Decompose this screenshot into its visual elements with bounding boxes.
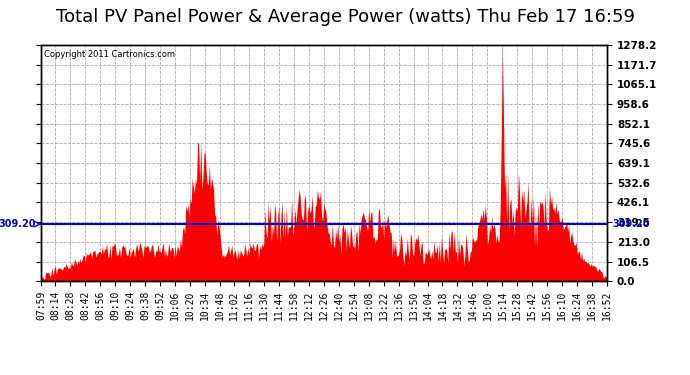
Text: 309.20: 309.20 bbox=[0, 219, 36, 229]
Text: Copyright 2011 Cartronics.com: Copyright 2011 Cartronics.com bbox=[44, 50, 175, 59]
Text: 309.20: 309.20 bbox=[613, 219, 650, 229]
Text: Total PV Panel Power & Average Power (watts) Thu Feb 17 16:59: Total PV Panel Power & Average Power (wa… bbox=[55, 8, 635, 26]
